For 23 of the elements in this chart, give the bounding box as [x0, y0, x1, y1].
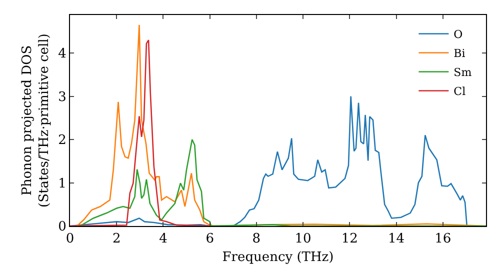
line-series [70, 96, 468, 226]
y-tick-label: 1 [58, 176, 66, 192]
line-series [79, 138, 486, 226]
line-series [76, 24, 486, 226]
x-tick-label: 2 [112, 232, 121, 247]
x-tick-label: 6 [206, 232, 214, 247]
x-tick-label: 14 [388, 232, 405, 247]
legend-label: Sm [454, 66, 472, 80]
line-series [70, 39, 210, 226]
x-axis-title: Frequency (THz) [222, 250, 334, 266]
x-tick-label: 16 [434, 232, 452, 247]
x-tick-label: 8 [252, 232, 261, 247]
y-axis-title: Phonon projected DOS (States/THz·primitive cell) [20, 33, 52, 208]
x-tick-label: 12 [341, 232, 358, 247]
legend-label: Bi [454, 47, 466, 60]
legend-label: Cl [454, 85, 466, 98]
legend-label: O [454, 28, 463, 42]
y-tick-label: 2 [58, 133, 66, 148]
x-tick-label: 4 [159, 232, 168, 247]
y-tick-label: 0 [58, 220, 66, 235]
x-tick-label: 10 [294, 232, 312, 247]
y-tick-label: 4 [58, 46, 66, 62]
y-tick-label: 3 [58, 90, 66, 105]
